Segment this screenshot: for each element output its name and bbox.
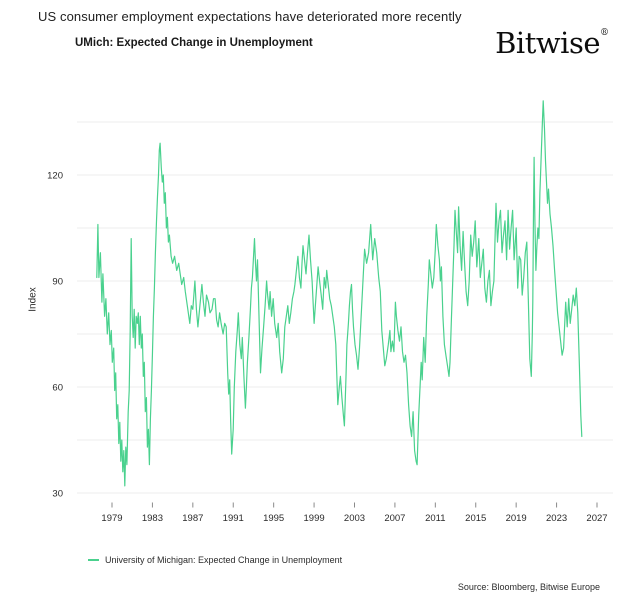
bitwise-logo-text: Bitwise [495,26,600,60]
source-note: Source: Bloomberg, Bitwise Europe [457,582,600,592]
x-tick-label: 2007 [384,513,405,524]
x-tick-label: 1979 [101,513,122,524]
legend: University of Michigan: Expected Change … [88,555,342,565]
chart-title: UMich: Expected Change in Unemployment [75,37,313,49]
registered-trademark-mark: ® [600,28,609,38]
x-axis-labels: 1979 1983 1987 1991 1995 1999 2003 2007 2011 2015… [101,513,607,524]
x-tick-label: 1995 [263,513,284,524]
x-tick-label: 2027 [586,513,607,524]
y-tick-label: 60 [52,382,63,393]
x-axis-ticks [111,502,598,508]
y-axis-labels: 30 60 90 120 [47,170,63,499]
legend-line-swatch [88,558,99,562]
y-tick-label: 90 [52,276,63,287]
data-line-series [96,100,583,487]
legend-label: University of Michigan: Expected Change … [105,555,343,565]
gridlines [77,121,613,494]
x-tick-label: 2003 [344,513,365,524]
x-tick-label: 2011 [425,513,445,524]
x-tick-label: 1999 [304,513,325,524]
x-tick-label: 2023 [546,513,567,524]
x-tick-label: 2015 [465,513,486,524]
bitwise-logo: Bitwise® [495,26,609,60]
y-tick-label: 120 [47,170,63,181]
page-title: US consumer employment expectations have… [38,9,462,24]
x-tick-label: 1991 [223,513,244,524]
y-tick-label: 30 [52,488,63,499]
x-tick-label: 1983 [142,513,163,524]
x-tick-label: 1987 [182,513,203,524]
x-tick-label: 2019 [506,513,527,524]
